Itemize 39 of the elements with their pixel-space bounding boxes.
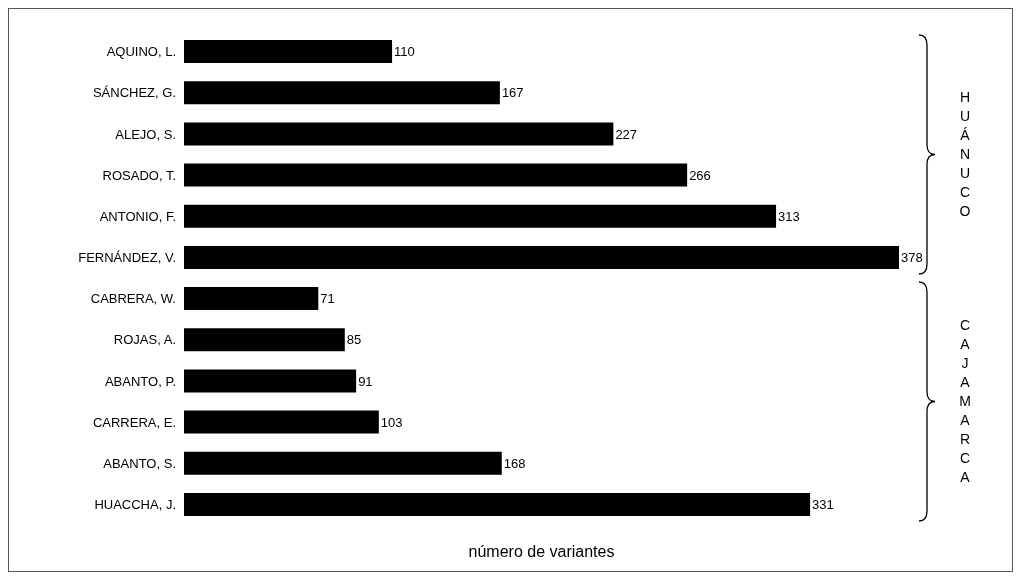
- y-tick-label: ABANTO, S.: [103, 455, 176, 471]
- data-label: 378: [901, 250, 923, 266]
- y-tick-label: ANTONIO, F.: [99, 208, 176, 224]
- y-tick-label: AQUINO, L.: [106, 44, 176, 60]
- y-tick-label: ROSADO, T.: [102, 167, 176, 183]
- bar: [184, 40, 393, 64]
- data-label: 227: [615, 126, 638, 142]
- y-tick-label: ROJAS, A.: [113, 332, 176, 348]
- data-label: 331: [812, 497, 834, 513]
- bar: [184, 410, 379, 434]
- text: CAJAMARCA: [959, 317, 971, 486]
- data-label: 91: [358, 373, 373, 389]
- text: HUÁNUCO: [959, 89, 971, 220]
- y-tick-label: ALEJO, S.: [115, 126, 176, 142]
- x-axis-title: número de variantes: [468, 543, 615, 560]
- bar: [184, 328, 345, 352]
- y-tick-label: SÁNCHEZ, G.: [92, 85, 176, 101]
- y-tick-label: CABRERA, W.: [90, 291, 176, 307]
- bar: [184, 369, 357, 393]
- bar: [184, 122, 614, 146]
- data-label: 71: [320, 291, 335, 307]
- bar: [184, 245, 899, 269]
- bar: [184, 204, 777, 228]
- data-label: 110: [394, 44, 415, 60]
- data-label: 167: [501, 85, 524, 101]
- y-tick-label: HUACCHA, J.: [94, 497, 176, 513]
- data-label: 85: [346, 332, 362, 348]
- data-label: 168: [503, 455, 526, 471]
- y-tick-label: CARRERA, E.: [92, 414, 176, 430]
- bar: [184, 451, 502, 475]
- bar: [184, 492, 811, 516]
- y-tick-label: ABANTO, P.: [104, 373, 176, 389]
- data-label: 103: [380, 414, 403, 430]
- bar: [184, 81, 500, 105]
- bar: [184, 287, 319, 311]
- y-tick-label: FERNÁNDEZ, V.: [78, 250, 176, 266]
- bar: [184, 163, 688, 187]
- data-label: 266: [689, 167, 711, 183]
- data-label: 313: [778, 208, 800, 224]
